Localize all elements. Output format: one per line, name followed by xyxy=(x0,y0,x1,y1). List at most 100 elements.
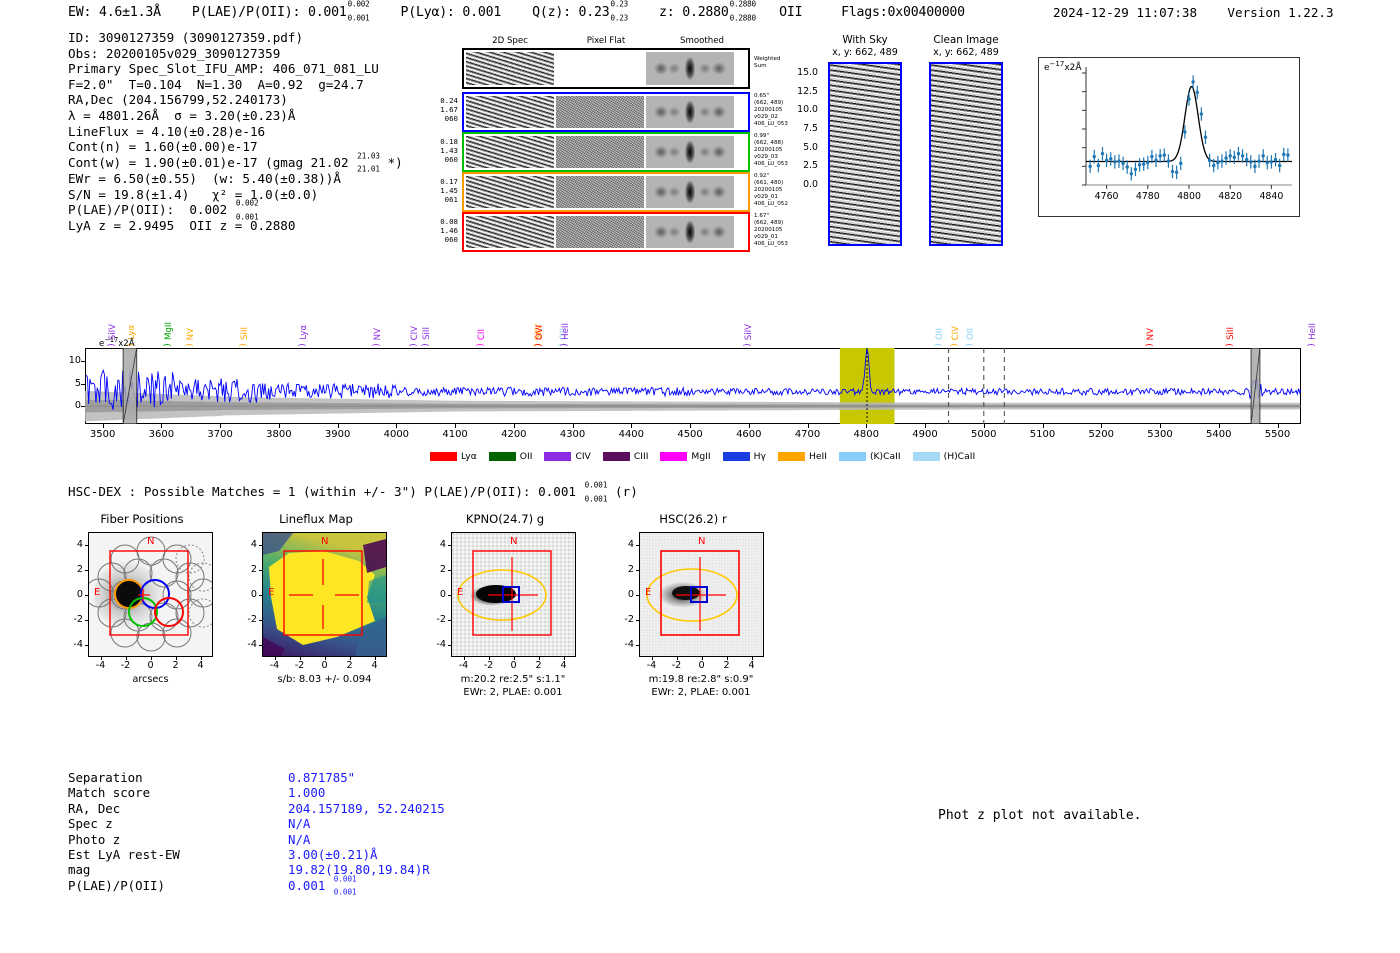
emission-line-label-text: NV xyxy=(186,327,197,340)
spectrum-ytick-mark xyxy=(81,361,85,363)
cutout-xtick: 2 xyxy=(346,660,353,671)
cutout-xtick-mark xyxy=(274,657,276,660)
row-key-spec-z: Spec z xyxy=(68,816,113,832)
header-qz: Q(z): 0.23 xyxy=(532,4,610,20)
weighted-sum-smoothed-image xyxy=(646,52,734,85)
spectrum-xtick-mark xyxy=(690,424,692,428)
line-plot-ytick: 7.5 xyxy=(803,122,818,134)
row-val-spec-z: N/A xyxy=(288,816,311,832)
spectrum-ytick: 5 xyxy=(74,377,81,389)
cutout-xtick-mark xyxy=(563,657,565,660)
spectrum-legend-item: MgII xyxy=(660,451,711,462)
fiber-positions-north-label: N xyxy=(147,536,155,547)
hsc-ewr-plae: EWr: 2, PLAE: 0.001 xyxy=(651,687,751,698)
cutout-xtick-mark xyxy=(726,657,728,660)
cutout-xtick-mark xyxy=(150,657,152,660)
lineflux-map-sb: s/b: 8.03 +/- 0.094 xyxy=(277,674,372,685)
emission-line-bracket: ( xyxy=(962,343,973,347)
cutout-ytick: 4 xyxy=(627,538,634,550)
emission-line-bracket: ( xyxy=(1304,343,1315,347)
spectrum-xtick-mark xyxy=(278,424,280,428)
weighted-sum-pixelflat-image xyxy=(556,52,644,85)
timestamp: 2024-12-29 11:07:38 xyxy=(1053,5,1198,20)
cutout-xtick: 0 xyxy=(698,660,705,671)
header-plae: P(LAE)/P(OII): 0.001 xyxy=(191,4,347,20)
legend-label: OII xyxy=(519,451,533,462)
fiber-row-2-pixelflat-image xyxy=(556,176,644,208)
emission-line-label-text: NV xyxy=(372,327,383,340)
info-plae: P(LAE)/P(OII): 0.002 0.002 0.001 xyxy=(68,198,259,222)
emission-line-bracket: ( xyxy=(160,343,171,347)
cutout-xtick: 2 xyxy=(172,660,179,671)
panel-title-pixelflat: Pixel Flat xyxy=(586,36,626,46)
spectrum-legend-item: Lyα xyxy=(430,451,477,462)
fiber-positions-east-label: E xyxy=(94,587,101,598)
spectrum-legend-item: CIII xyxy=(602,451,648,462)
legend-color-swatch xyxy=(660,452,688,461)
cutout-ytick-mark xyxy=(85,619,88,621)
kpno-ewr-plae: EWr: 2, PLAE: 0.001 xyxy=(463,687,563,698)
row-key-plae: P(LAE)/P(OII) xyxy=(68,877,165,893)
version-label: Version 1.22.3 xyxy=(1227,5,1334,20)
spectrum-legend-item: CIV xyxy=(544,451,591,462)
weighted-sum-row xyxy=(462,48,750,89)
cutout-xtick-mark xyxy=(125,657,127,660)
header-qz-frac: 0.23 0.23 xyxy=(610,0,629,23)
photoz-plot-note: Phot z plot not available. xyxy=(938,808,1142,823)
spectrum-xtick: 3800 xyxy=(266,429,292,440)
cutout-ytick: -4 xyxy=(436,638,446,650)
kpno-svg xyxy=(452,533,575,656)
cutout-ytick-mark xyxy=(636,544,639,546)
spectrum-xtick-mark xyxy=(102,424,104,428)
cutout-ytick: 0 xyxy=(439,588,446,600)
cutout-ytick: 4 xyxy=(76,538,83,550)
fiber-positions-title: Fiber Positions xyxy=(100,512,184,526)
hsc-dex-suffix: (r) xyxy=(607,484,638,499)
spec2d-panel-group: 2D Spec Pixel Flat Smoothed Weighted Sum… xyxy=(440,36,788,252)
clean-image-subtitle: x, y: 662, 489 xyxy=(933,47,999,58)
info-redshifts: LyA z = 2.9495 OII z = 0.2880 xyxy=(68,218,296,234)
panel-kpno-g: KPNO(24.7) g xyxy=(425,512,585,702)
cutout-xtick: -2 xyxy=(483,660,494,671)
cutout-ytick-mark xyxy=(636,619,639,621)
lineflux-map-svg xyxy=(263,533,386,656)
cutout-ytick: 4 xyxy=(250,538,257,550)
info-cont-n: Cont(n) = 1.60(±0.00)e-17 xyxy=(68,139,258,155)
fiber-row-0-smoothed-image xyxy=(646,96,734,128)
line-plot-ytick: 10.0 xyxy=(797,104,818,116)
cutout-ytick-mark xyxy=(259,569,262,571)
header-z-frac: 0.2880 0.2880 xyxy=(729,0,756,23)
row-val-radec: 204.157189, 52.240215 xyxy=(288,800,445,816)
hsc-east-label: E xyxy=(645,587,652,598)
emission-line-label-text: SiII xyxy=(239,327,250,340)
cutout-xtick-mark xyxy=(676,657,678,660)
cutout-ytick-mark xyxy=(259,619,262,621)
line-plot-ytick: 15.0 xyxy=(797,66,818,78)
cutout-ytick-mark xyxy=(448,644,451,646)
fiber-row-3 xyxy=(462,212,750,252)
spectrum-svg xyxy=(85,348,1301,424)
cutout-ytick: 0 xyxy=(250,588,257,600)
spectrum-xtick-mark xyxy=(748,424,750,428)
emission-line-label-text: CII xyxy=(477,328,488,340)
spectrum-xtick: 5500 xyxy=(1264,429,1291,440)
legend-label: CIV xyxy=(575,451,591,462)
info-lambda-sigma: λ = 4801.26Å σ = 3.20(±0.23)Å xyxy=(68,107,296,123)
emission-line-label-text: SiII xyxy=(1225,327,1236,340)
row-val-plae: 0.001 0.001 0.001 xyxy=(288,874,357,897)
panel-title-smoothed: Smoothed xyxy=(680,36,724,46)
legend-label: Hγ xyxy=(753,451,766,462)
fiber-row-0-right-labels: 0.65" (662, 489) 20200105 v029_02 406_LU… xyxy=(754,93,788,128)
legend-color-swatch xyxy=(777,452,805,461)
fiber-row-3-2dspec-image xyxy=(466,216,554,248)
legend-color-swatch xyxy=(488,452,516,461)
emission-line-bracket: ( xyxy=(369,343,380,347)
lineflux-map-east-label: E xyxy=(268,587,275,598)
cutout-ytick-mark xyxy=(448,569,451,571)
cutout-xtick-mark xyxy=(200,657,202,660)
full-spectrum-panel: SiIV(Lyα(MgII(NV(SiII(Lyα(NV(CIV(SiII(CI… xyxy=(69,276,1318,466)
panel-lineflux-map: Lineflux Map xyxy=(236,512,396,702)
cutout-ytick-mark xyxy=(448,544,451,546)
emission-line-bracket: ( xyxy=(473,343,484,347)
cutout-ytick-mark xyxy=(448,594,451,596)
